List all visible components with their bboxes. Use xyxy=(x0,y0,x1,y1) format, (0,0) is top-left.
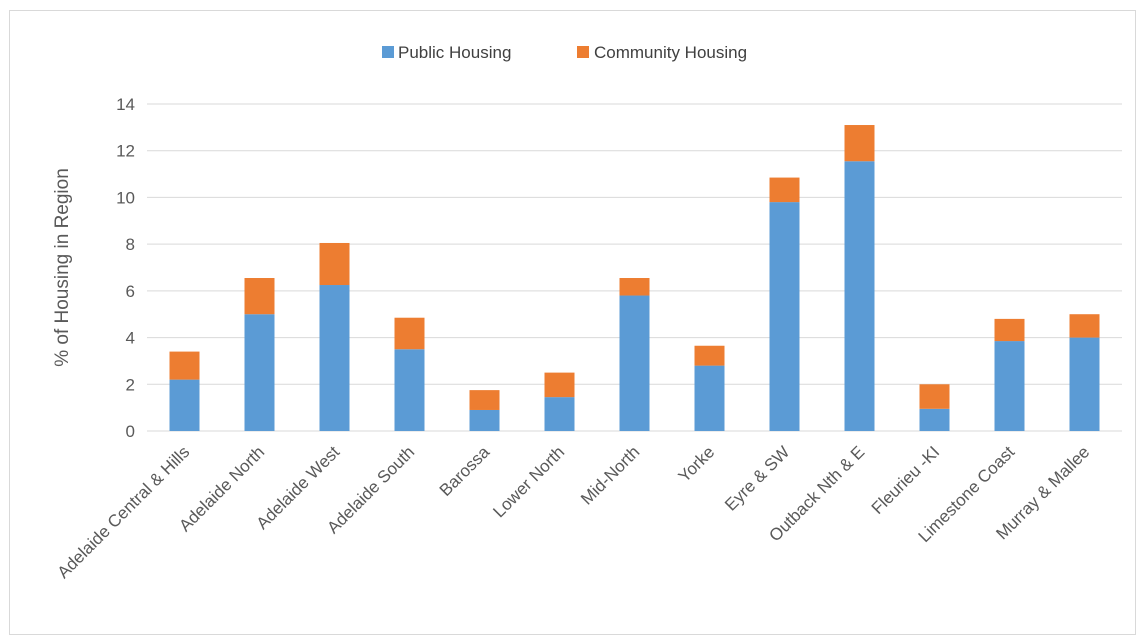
bar-community-housing xyxy=(319,242,350,286)
y-tick-label: 12 xyxy=(116,142,135,161)
y-axis-title: % of Housing in Region xyxy=(52,168,73,367)
bar-community-housing xyxy=(919,384,950,409)
bar-public-housing xyxy=(844,161,875,431)
legend: Public Housing Community Housing xyxy=(382,43,747,62)
x-tick-label: Fleurieu -KI xyxy=(868,442,944,518)
bar-public-housing xyxy=(319,285,350,431)
legend-label-community-housing: Community Housing xyxy=(594,43,747,62)
bar-public-housing xyxy=(769,202,800,431)
bar-community-housing xyxy=(694,345,725,366)
y-tick-label: 10 xyxy=(116,188,135,207)
bar-community-housing xyxy=(469,390,500,410)
bar-public-housing xyxy=(694,365,725,431)
bar-community-housing xyxy=(394,317,425,350)
bar-community-housing xyxy=(1069,314,1100,338)
bars xyxy=(169,125,1100,431)
bar-community-housing xyxy=(994,318,1025,342)
bar-public-housing xyxy=(244,314,275,431)
y-tick-label: 8 xyxy=(126,235,135,254)
y-tick-label: 4 xyxy=(126,329,135,348)
y-tick-label: 14 xyxy=(116,95,135,114)
bar-community-housing xyxy=(244,278,275,315)
legend-label-public-housing: Public Housing xyxy=(398,43,511,62)
y-axis-ticks: 0 2 4 6 8 10 12 14 xyxy=(116,95,135,441)
x-tick-label: Barossa xyxy=(436,442,494,500)
x-tick-label: Eyre & SW xyxy=(721,442,793,514)
x-tick-label: Lower North xyxy=(489,442,568,521)
legend-swatch-community-housing xyxy=(577,46,589,58)
bar-public-housing xyxy=(469,409,500,431)
bar-community-housing xyxy=(169,351,200,380)
x-tick-label: Yorke xyxy=(675,442,719,486)
x-tick-label: Adelaide Central & Hills xyxy=(54,442,194,582)
bar-public-housing xyxy=(169,379,200,431)
x-tick-label: Mid-North xyxy=(577,442,643,508)
bar-public-housing xyxy=(1069,337,1100,431)
bar-public-housing xyxy=(394,349,425,431)
bar-community-housing xyxy=(769,177,800,203)
bar-community-housing xyxy=(544,372,575,398)
bar-public-housing xyxy=(994,341,1025,431)
bar-community-housing xyxy=(844,125,875,162)
y-tick-label: 6 xyxy=(126,282,135,301)
bar-public-housing xyxy=(919,408,950,431)
y-tick-label: 2 xyxy=(126,375,135,394)
y-tick-label: 0 xyxy=(126,422,135,441)
legend-swatch-public-housing xyxy=(382,46,394,58)
bar-public-housing xyxy=(619,295,650,431)
gridlines xyxy=(147,103,1122,385)
bar-community-housing xyxy=(619,278,650,296)
chart-frame xyxy=(9,10,1136,635)
bar-public-housing xyxy=(544,397,575,431)
